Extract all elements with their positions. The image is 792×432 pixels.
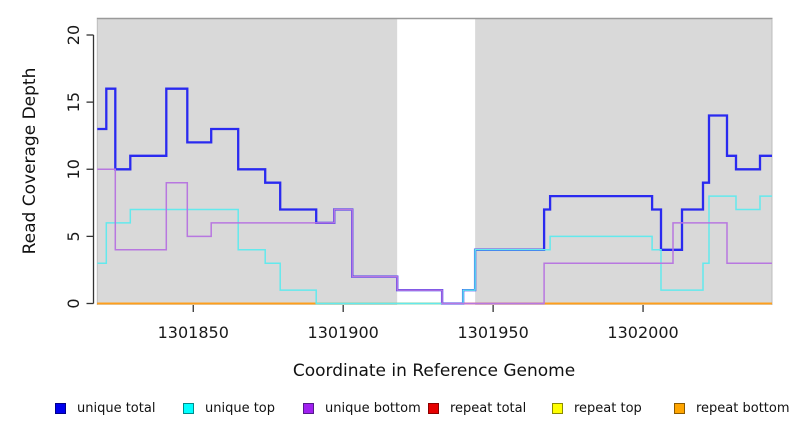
unique-bottom-swatch-icon bbox=[303, 402, 314, 414]
y-tick-label: 10 bbox=[64, 159, 83, 179]
y-tick-label: 0 bbox=[64, 298, 83, 308]
y-tick-label: 5 bbox=[64, 231, 83, 241]
legend-item-label: unique top bbox=[205, 400, 276, 416]
repeat-bottom-swatch-icon bbox=[674, 402, 685, 414]
legend-item-label: repeat top bbox=[574, 400, 642, 416]
legend-item-label: repeat total bbox=[450, 400, 527, 416]
unique-total-swatch-icon bbox=[55, 402, 66, 414]
legend-item-repeat-top: repeat top bbox=[552, 399, 642, 417]
x-axis-title: Coordinate in Reference Genome bbox=[292, 361, 576, 381]
legend-item-repeat-total: repeat total bbox=[428, 399, 526, 417]
legend-item-repeat-bottom: repeat bottom bbox=[674, 399, 790, 417]
coverage-gap-band bbox=[397, 19, 476, 305]
legend-item-unique-bottom: unique bottom bbox=[303, 399, 421, 417]
unique-top-swatch-icon bbox=[183, 402, 194, 414]
x-tick-label: 1301900 bbox=[308, 323, 379, 342]
x-tick-label: 1302000 bbox=[607, 323, 678, 342]
x-tick-label: 1301850 bbox=[158, 323, 229, 342]
x-tick-label: 1301950 bbox=[457, 323, 528, 342]
legend-item-label: repeat bottom bbox=[696, 400, 790, 416]
y-tick-label: 15 bbox=[64, 92, 83, 112]
series-line-unique-bottom bbox=[97, 168, 772, 305]
repeat-total-swatch-icon bbox=[428, 402, 439, 414]
legend-item-label: unique bottom bbox=[325, 400, 421, 416]
legend-item-unique-top: unique top bbox=[183, 399, 275, 417]
legend-item-unique-total: unique total bbox=[55, 399, 155, 417]
legend-item-label: unique total bbox=[77, 400, 156, 416]
y-tick-label: 20 bbox=[64, 25, 83, 45]
series-line-unique-top bbox=[97, 195, 772, 305]
legend: unique total unique top unique bottom re… bbox=[0, 399, 792, 419]
y-axis-title: Read Coverage Depth bbox=[20, 67, 40, 255]
repeat-top-swatch-icon bbox=[552, 402, 563, 414]
